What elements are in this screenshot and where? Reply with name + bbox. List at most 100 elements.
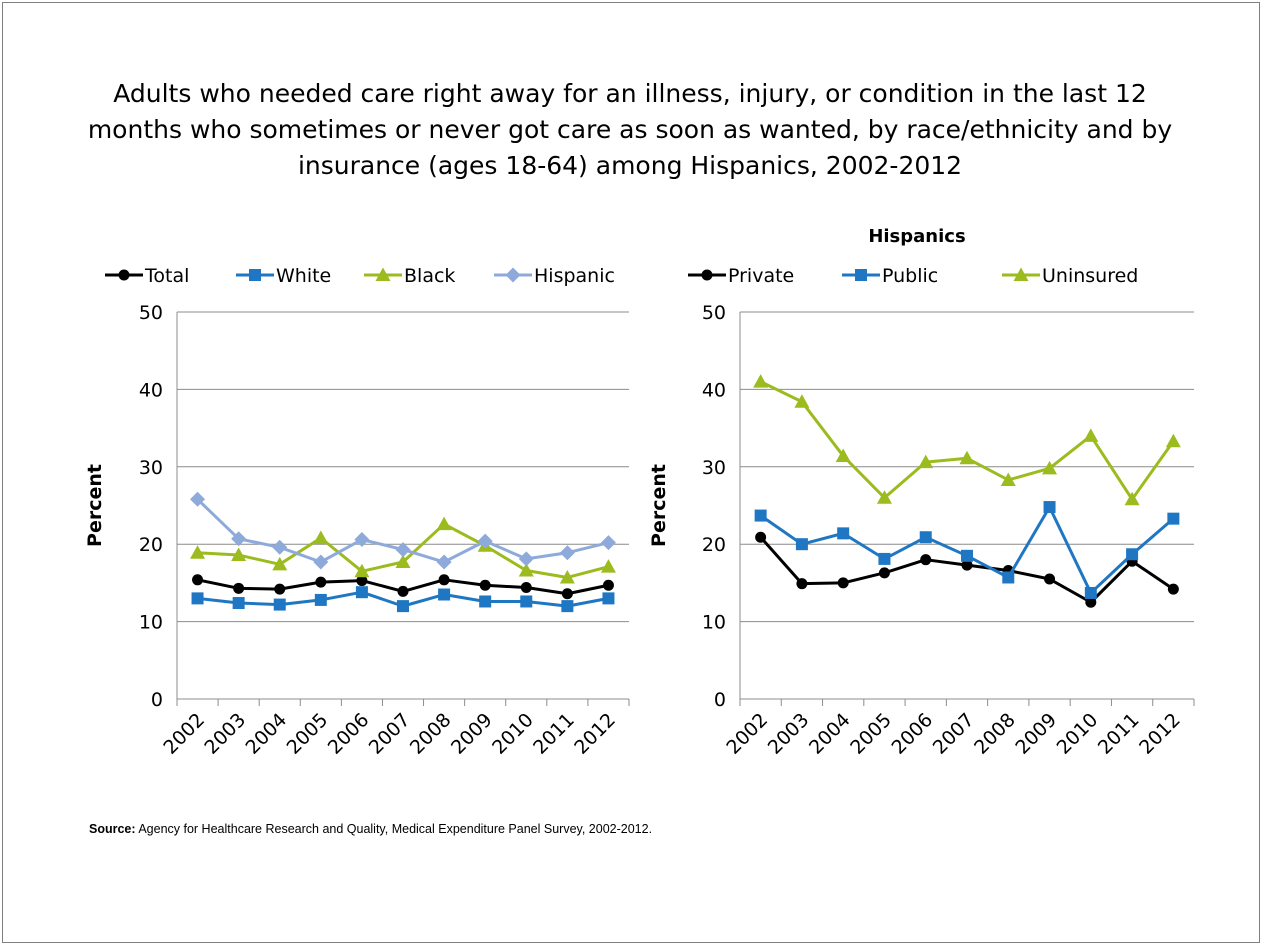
data-point [1167,512,1180,525]
data-point [754,509,767,522]
x-tick-label: 2009 [447,709,497,759]
data-point [355,586,368,599]
x-tick-label: 2011 [529,709,579,759]
legend-label: Total [144,265,189,287]
data-point [231,531,247,547]
panel-subtitle: Hispanics [868,226,965,247]
title-line-2: months who sometimes or never got care a… [87,115,1173,144]
legend-label: Private [728,265,794,287]
data-point [559,545,575,561]
legend-label: Uninsured [1042,265,1138,287]
legend-label: Public [882,265,938,287]
data-point [561,588,573,600]
data-point [794,394,810,408]
data-point [315,576,327,588]
data-point [1000,472,1016,486]
series-line [759,380,1175,501]
chart-panel-1: 0102030405020022003200420052006200720082… [84,265,630,759]
data-point [1165,433,1181,448]
data-point [1167,583,1179,595]
y-tick-label: 30 [702,457,726,479]
x-tick-label: 2005 [283,709,333,759]
source-note: Source: Agency for Healthcare Research a… [89,822,652,836]
data-point [397,600,409,613]
data-point [395,542,411,558]
x-tick-label: 2002 [722,709,772,759]
legend-marker [701,269,713,281]
data-point [479,579,491,591]
legend-label: Black [404,265,455,287]
y-axis-label: Percent [84,464,106,547]
data-point [755,531,767,543]
legend-marker [505,267,521,283]
legend-item-total: Total [105,265,189,287]
data-point [796,578,808,590]
series-total [192,574,614,600]
data-point [600,559,616,573]
data-point [961,549,973,562]
data-point [438,588,451,601]
chart-panel-2: 0102030405020022003200420052006200720082… [648,226,1195,759]
title-line-3: insurance (ages 18-64) among Hispanics, … [297,151,963,180]
x-tick-label: 2003 [764,709,814,759]
data-point [602,579,614,591]
x-tick-label: 2011 [1094,709,1144,759]
data-point [354,563,370,578]
data-point [959,450,975,465]
data-point [561,600,574,613]
series-black [190,516,616,584]
legend-marker [1013,267,1029,281]
series-white [191,586,615,613]
legend-marker [375,267,391,281]
data-point [1124,491,1140,506]
data-point [878,552,891,565]
data-point [1126,548,1139,561]
legend-marker [855,269,867,281]
data-point [274,583,286,595]
data-point [602,592,615,605]
data-point [272,556,288,571]
y-tick-label: 20 [702,534,726,556]
x-tick-label: 2007 [929,709,979,759]
data-point [876,490,892,504]
data-point [520,582,532,594]
data-point [559,569,575,584]
x-tick-label: 2007 [365,709,415,759]
data-point [1085,596,1097,608]
title-line-1: Adults who needed care right away for an… [113,79,1147,108]
source-text: Agency for Healthcare Research and Quali… [135,822,653,836]
data-point [518,551,534,567]
y-tick-label: 10 [139,612,163,634]
x-tick-label: 2004 [805,709,855,759]
legend-item-white: White [236,265,331,287]
data-point [313,530,329,545]
data-point [518,563,534,577]
legend-item-public: Public [842,265,938,287]
data-point [438,574,450,586]
y-axis-label: Percent [648,464,670,547]
legend-marker [249,269,261,281]
legend-item-hispanic: Hispanic [494,265,615,287]
legend-label: Hispanic [534,265,615,287]
data-point [961,559,973,571]
data-point [477,533,493,549]
data-point [1044,573,1056,585]
data-point [1083,428,1099,442]
data-point [190,491,206,507]
chart-title: Adults who needed care right away for an… [60,76,1200,184]
data-point [313,554,329,570]
x-tick-label: 2010 [488,709,538,759]
x-tick-label: 2008 [406,709,456,759]
data-point [231,547,247,562]
x-tick-label: 2002 [159,709,209,759]
x-tick-label: 2012 [570,709,620,759]
data-point [190,545,206,559]
y-tick-label: 50 [139,302,163,324]
x-tick-label: 2010 [1053,709,1103,759]
data-point [1042,460,1058,475]
legend-item-private: Private [688,265,794,287]
data-point [918,454,934,469]
y-tick-label: 50 [702,302,726,324]
data-point [920,554,932,566]
